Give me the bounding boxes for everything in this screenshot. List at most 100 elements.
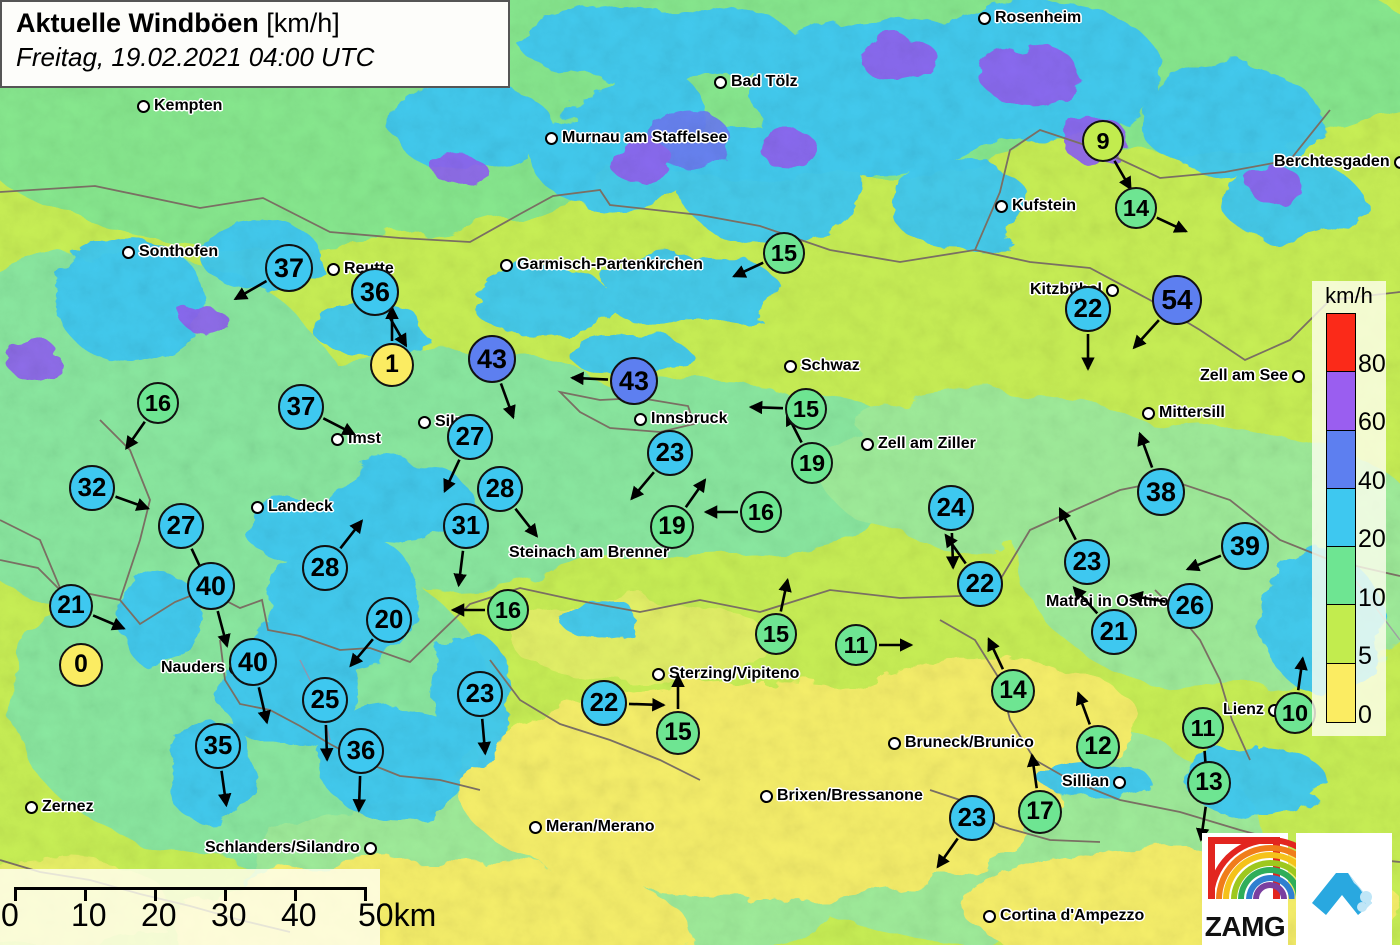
wind-station-value[interactable]: 15: [763, 232, 805, 274]
scale-bar: 0 10 20 30 40 50km: [0, 869, 436, 945]
legend-segment-5-10: [1327, 605, 1355, 664]
city-dot-icon: [529, 820, 542, 834]
wind-station-value[interactable]: 35: [195, 723, 241, 769]
wind-station-value[interactable]: 26: [1167, 583, 1213, 629]
city-name: Meran/Merano: [546, 818, 655, 835]
city-name: Garmisch-Partenkirchen: [517, 256, 703, 273]
wind-station-value[interactable]: 22: [957, 561, 1003, 607]
wind-station-value[interactable]: 16: [740, 491, 782, 533]
wind-direction-arrow-icon: [257, 687, 271, 725]
wind-station-value[interactable]: 14: [991, 669, 1035, 713]
wind-station-value[interactable]: 28: [477, 466, 523, 512]
city-dot-icon: [363, 841, 377, 855]
wind-station-value[interactable]: 12: [1076, 725, 1120, 769]
wind-station-value[interactable]: 15: [656, 711, 700, 755]
wind-direction-arrow-icon: [748, 400, 784, 415]
wind-station-value[interactable]: 25: [302, 677, 348, 723]
wind-station-value[interactable]: 36: [351, 268, 399, 316]
wind-station-value[interactable]: 43: [468, 335, 516, 383]
wind-station-value[interactable]: 22: [1065, 286, 1111, 332]
wind-direction-arrow-icon: [319, 724, 334, 762]
wind-direction-arrow-icon: [216, 610, 231, 648]
city-name: Landeck: [268, 498, 333, 515]
wind-direction-arrow-icon: [125, 421, 146, 450]
wind-station-value[interactable]: 36: [338, 728, 384, 774]
city-label-meran-merano: Meran/Merano: [529, 818, 654, 836]
wind-station-value[interactable]: 9: [1082, 120, 1124, 162]
city-dot-icon: [888, 736, 901, 750]
wind-station-value[interactable]: 19: [791, 442, 833, 484]
wind-station-value[interactable]: 21: [49, 584, 93, 628]
wind-station-value[interactable]: 38: [1137, 468, 1185, 516]
wind-station-value[interactable]: 14: [1115, 187, 1157, 229]
wind-station-value[interactable]: 28: [302, 545, 348, 591]
city-name: Nauders: [161, 659, 226, 676]
wind-station-value[interactable]: 11: [835, 624, 877, 666]
wind-direction-arrow-icon: [987, 637, 1005, 670]
wind-station-value[interactable]: 23: [949, 795, 995, 841]
title-unit: [km/h]: [266, 8, 340, 38]
wind-station-value[interactable]: 31: [443, 503, 489, 549]
wind-station-value[interactable]: 27: [447, 414, 493, 460]
wind-station-value[interactable]: 23: [457, 671, 503, 717]
city-dot-icon: [861, 437, 874, 451]
city-label-murnau-am-staffelsee: Murnau am Staffelsee: [545, 129, 727, 147]
wind-station-value[interactable]: 40: [229, 638, 277, 686]
scale-tick-1: [84, 887, 87, 901]
wind-station-value[interactable]: 15: [785, 388, 827, 430]
legend-segment-0-5: [1327, 663, 1355, 722]
legend-segment-60-80: [1327, 372, 1355, 431]
wind-direction-arrow-icon: [1072, 586, 1099, 615]
wind-station-value[interactable]: 15: [755, 613, 797, 655]
legend-colorbar: [1326, 313, 1356, 723]
city-name: Kufstein: [1012, 197, 1076, 214]
wind-direction-arrow-icon: [684, 478, 707, 509]
wind-station-value[interactable]: 19: [650, 505, 694, 549]
scale-label-2: 20: [141, 897, 177, 933]
wind-station-value[interactable]: 16: [137, 382, 179, 424]
city-label-mittersill: Mittersill: [1142, 404, 1225, 422]
city-label-bad-t-lz: Bad Tölz: [714, 73, 798, 91]
wind-station-value[interactable]: 16: [487, 589, 529, 631]
wind-station-value[interactable]: 39: [1221, 522, 1269, 570]
city-dot-icon: [634, 412, 647, 426]
wind-station-value[interactable]: 20: [366, 597, 412, 643]
city-name: Sillian: [1062, 773, 1110, 790]
wind-direction-arrow-icon: [92, 614, 126, 631]
wind-station-value[interactable]: 54: [1152, 275, 1202, 325]
city-name: Murnau am Staffelsee: [562, 129, 728, 146]
city-name: Sonthofen: [139, 243, 219, 260]
wind-station-value[interactable]: 32: [69, 465, 115, 511]
city-name: Schwaz: [801, 357, 860, 374]
wind-station-value[interactable]: 1: [370, 343, 414, 387]
legend-segment-40-60: [1327, 430, 1355, 489]
wind-station-value[interactable]: 40: [187, 562, 235, 610]
wind-station-value[interactable]: 23: [647, 430, 693, 476]
wind-station-value[interactable]: 43: [610, 357, 658, 405]
wind-station-value[interactable]: 17: [1018, 790, 1062, 834]
city-label-landeck: Landeck: [251, 498, 333, 516]
city-dot-icon: [137, 99, 150, 113]
wind-station-value[interactable]: 27: [158, 503, 204, 549]
wind-station-value[interactable]: 0: [59, 643, 103, 687]
legend-tick-5: 5: [1358, 642, 1372, 671]
legend-tick-10: 10: [1358, 583, 1386, 612]
wind-station-value[interactable]: 23: [1064, 539, 1110, 585]
wind-station-value[interactable]: 37: [265, 244, 313, 292]
city-label-berchtesgaden: Berchtesgaden: [1274, 153, 1400, 171]
wind-station-value[interactable]: 11: [1182, 707, 1224, 749]
wind-station-value[interactable]: 24: [928, 485, 974, 531]
scale-bar-line: [14, 887, 364, 890]
wind-direction-arrow-icon: [1058, 506, 1077, 541]
wind-direction-arrow-icon: [570, 371, 609, 386]
wind-direction-arrow-icon: [944, 533, 967, 565]
scale-tick-0: [14, 887, 17, 901]
wind-station-value[interactable]: 13: [1187, 761, 1231, 805]
wind-station-value[interactable]: 37: [278, 384, 324, 430]
wind-station-value[interactable]: 22: [581, 680, 627, 726]
wind-station-value[interactable]: 10: [1274, 692, 1316, 734]
wind-station-value[interactable]: 21: [1091, 609, 1137, 655]
blue-mountain-logo: [1296, 833, 1392, 945]
wind-direction-arrow-icon: [732, 261, 764, 278]
